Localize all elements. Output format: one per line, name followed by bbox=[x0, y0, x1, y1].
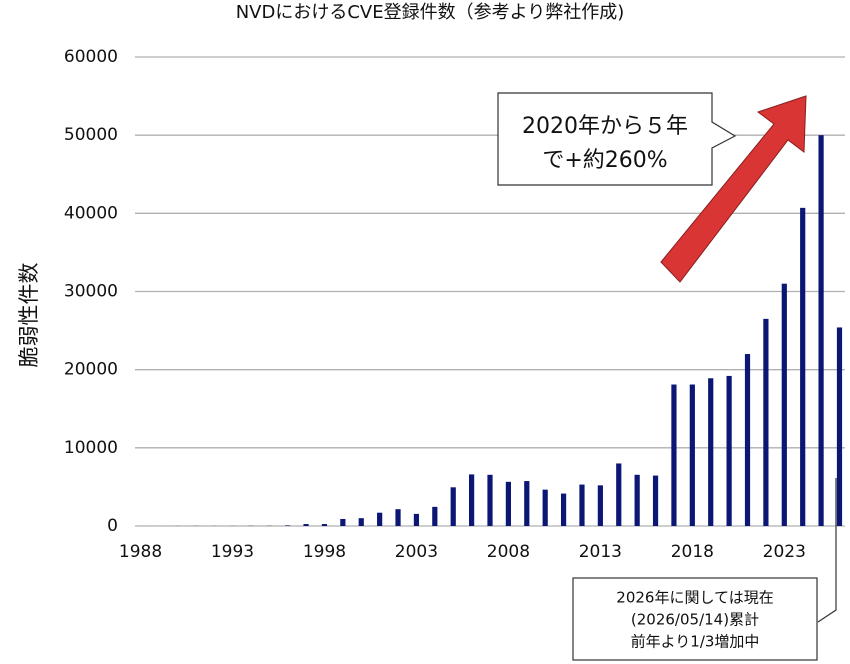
callout-box bbox=[497, 92, 737, 186]
bar bbox=[744, 354, 751, 526]
y-tick-label: 30000 bbox=[64, 282, 118, 302]
y-tick-label: 20000 bbox=[64, 360, 118, 380]
bar bbox=[469, 474, 475, 526]
bar bbox=[597, 485, 603, 526]
bars bbox=[137, 135, 843, 526]
x-tick-label: 2003 bbox=[395, 542, 438, 562]
bar bbox=[487, 474, 493, 526]
y-tick-label: 10000 bbox=[64, 438, 118, 458]
bar bbox=[413, 513, 420, 526]
bar bbox=[652, 475, 659, 526]
bar bbox=[377, 512, 383, 526]
bar bbox=[505, 481, 511, 526]
bar bbox=[726, 375, 732, 526]
y-tick-label: 0 bbox=[107, 516, 118, 536]
bar bbox=[524, 481, 530, 526]
note-text: (2026/05/14)累計 bbox=[631, 611, 759, 629]
note-text: 2026年に関しては現在 bbox=[616, 589, 773, 607]
x-tick-label: 1998 bbox=[303, 542, 346, 562]
note-pointer bbox=[817, 478, 837, 623]
x-tick-label: 2023 bbox=[763, 542, 806, 562]
x-tick-label: 1988 bbox=[119, 542, 162, 562]
x-tick-label: 1993 bbox=[211, 542, 254, 562]
bar bbox=[708, 378, 714, 526]
note-text: 前年より1/3増加中 bbox=[631, 633, 760, 651]
y-tick-label: 60000 bbox=[64, 47, 118, 67]
bar bbox=[303, 524, 309, 526]
bar bbox=[671, 384, 677, 526]
bar bbox=[358, 518, 364, 526]
bar bbox=[395, 509, 401, 526]
bar bbox=[836, 327, 843, 526]
x-tick-label: 2018 bbox=[671, 542, 714, 562]
bar bbox=[450, 487, 456, 526]
chart-title: NVDにおけるCVE登録件数（参考より弊社作成) bbox=[236, 2, 625, 23]
bar bbox=[818, 135, 824, 526]
bar bbox=[340, 518, 346, 526]
bar bbox=[560, 493, 567, 526]
y-tick-label: 40000 bbox=[64, 203, 118, 223]
grid: 0 10000 20000 30000 40000 50000 60000 1988 1993 1… bbox=[64, 47, 845, 562]
x-tick-label: 2008 bbox=[487, 542, 530, 562]
bar bbox=[634, 474, 640, 526]
y-tick-label: 50000 bbox=[64, 125, 118, 145]
bar bbox=[321, 524, 328, 526]
note-box bbox=[572, 577, 818, 661]
bar bbox=[432, 506, 438, 526]
y-axis-label: 脆弱性件数 bbox=[17, 263, 41, 368]
bar bbox=[689, 384, 695, 526]
callout-text: で+約260% bbox=[542, 148, 667, 173]
bar bbox=[781, 283, 787, 526]
trend-arrow bbox=[660, 95, 807, 283]
bar bbox=[800, 207, 806, 526]
x-tick-label: 2013 bbox=[579, 542, 622, 562]
callout-text: 2020年から５年 bbox=[522, 114, 688, 139]
bar bbox=[542, 489, 548, 526]
bar bbox=[579, 484, 585, 526]
bar bbox=[285, 525, 291, 526]
bar bbox=[763, 318, 769, 526]
bar bbox=[616, 463, 622, 526]
